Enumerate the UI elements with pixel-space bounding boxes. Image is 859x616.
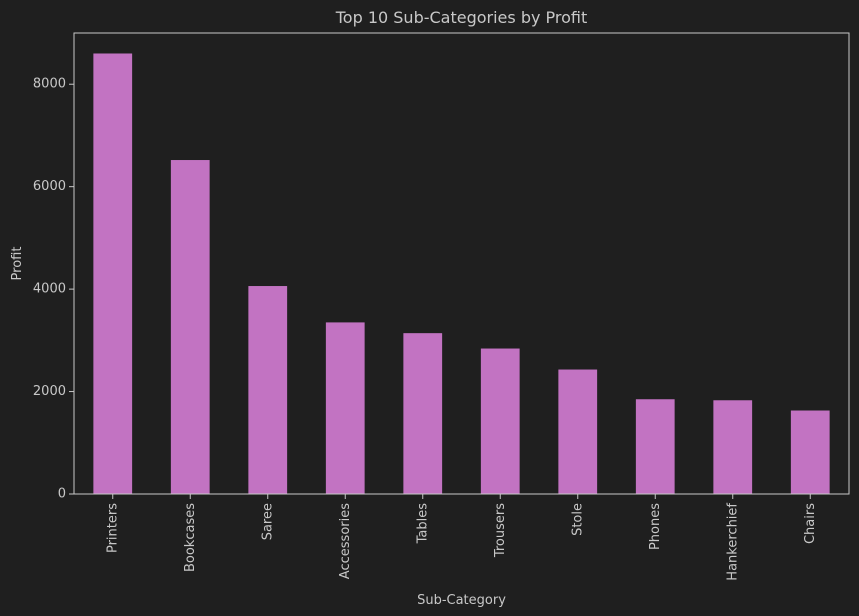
y-tick-label: 4000	[33, 282, 66, 297]
y-tick-label: 6000	[33, 179, 66, 194]
bar-accessories	[325, 322, 365, 494]
bar-saree	[248, 286, 288, 494]
x-tick-label: Phones	[648, 503, 663, 550]
bar-tables	[403, 333, 443, 494]
bar-phones	[635, 399, 675, 494]
y-tick-label: 8000	[33, 77, 66, 92]
bar-printers	[93, 53, 133, 494]
bar-stole	[558, 369, 598, 494]
y-tick-label: 0	[58, 487, 66, 502]
bar-hankerchief	[713, 400, 753, 494]
x-tick-label: Stole	[570, 503, 585, 536]
x-tick-label: Chairs	[803, 503, 818, 544]
x-axis-label: Sub-Category	[417, 593, 506, 608]
chart-title: Top 10 Sub-Categories by Profit	[335, 8, 588, 27]
bar-bookcases	[170, 160, 210, 494]
plot-frame	[73, 32, 850, 495]
y-tick-label: 2000	[33, 384, 66, 399]
y-axis: 0 2000 4000 6000 8000	[33, 77, 74, 502]
x-axis: Printers Bookcases Saree Accessories Tables T…	[105, 494, 818, 581]
x-tick-label: Tables	[415, 503, 430, 545]
x-tick-label: Bookcases	[183, 503, 198, 572]
x-tick-label: Printers	[105, 503, 120, 553]
plot-area	[93, 53, 830, 494]
x-tick-label: Saree	[260, 503, 275, 540]
bar-chairs	[790, 410, 830, 494]
y-axis-label: Profit	[10, 247, 25, 281]
x-tick-label: Accessories	[338, 503, 353, 579]
x-tick-label: Hankerchief	[725, 503, 740, 581]
x-tick-label: Trousers	[493, 503, 508, 558]
bar-trousers	[480, 348, 520, 494]
